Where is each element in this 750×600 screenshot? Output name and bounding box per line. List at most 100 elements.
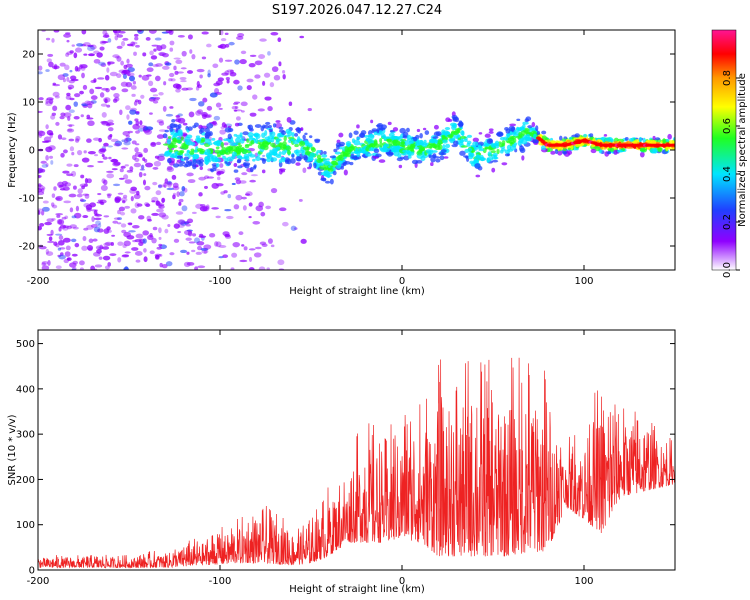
spectrogram-cell (69, 224, 77, 229)
spectrogram-cell (57, 74, 66, 81)
spectrogram-cell (248, 202, 253, 207)
spectrogram-cell (278, 61, 282, 67)
spectrogram-cell (133, 100, 138, 106)
spectrogram-cell (187, 126, 193, 131)
spectrogram-cell (120, 81, 128, 87)
spectrogram-cell (270, 187, 278, 194)
spectrogram-cell (282, 70, 286, 74)
spectrogram-cell (175, 59, 183, 65)
spectrogram-cell (311, 147, 316, 153)
spectrogram-cell (275, 146, 281, 150)
spectrogram-cell (83, 203, 91, 208)
spectrogram-cell (158, 51, 166, 56)
spectrogram-cell (316, 158, 324, 164)
spectrogram-cell (60, 112, 66, 117)
spectrogram-cell (106, 193, 112, 197)
spectrogram-cell (226, 161, 232, 166)
spectrogram-cell (525, 134, 531, 140)
spectrogram-cell (469, 160, 475, 164)
spectrogram-cell (198, 159, 205, 163)
spectrogram-cell (120, 165, 126, 169)
spectrogram-cell (103, 242, 111, 247)
spectrogram-cell (69, 69, 73, 73)
spectrogram-cell (334, 151, 341, 155)
spectrogram-cell (130, 186, 138, 192)
spectrogram-cell (87, 53, 95, 57)
spectrogram-cell (58, 240, 65, 246)
spectrogram-cell (70, 78, 79, 82)
spectrogram-cell (87, 103, 93, 109)
spectrogram-cell (215, 215, 221, 219)
spectrogram-cell (154, 37, 162, 41)
spectrogram-cell (224, 161, 228, 164)
spectrogram-cell (447, 118, 453, 122)
spectrogram-cell (134, 202, 140, 208)
spectrogram-cell (231, 151, 237, 157)
spectrogram-cell (76, 67, 81, 72)
spectrogram-cell (149, 250, 155, 255)
colorbar-tick-label: 0.0 (722, 262, 733, 278)
spectrogram-cell (55, 212, 64, 216)
spectrogram-cell (132, 80, 136, 85)
spectrogram-cell (387, 121, 392, 126)
spectrogram-cell (157, 155, 165, 162)
spectrogram-cell (73, 101, 78, 107)
spectrogram-cell (198, 192, 203, 197)
spectrogram-cell (180, 80, 187, 83)
spectrogram-cell (278, 161, 283, 168)
spectrogram-cell (508, 125, 516, 132)
spectrogram-cell (192, 154, 199, 160)
spectrogram-cell (97, 199, 104, 202)
spectrogram-cell (468, 154, 474, 160)
spectrogram-cell (101, 87, 109, 91)
spectrogram-cell (613, 149, 618, 155)
spectrogram-cell (38, 71, 43, 75)
spectrogram-cell (124, 164, 129, 167)
spectrogram-cell (150, 55, 158, 60)
spectrogram-cell (191, 211, 197, 215)
spectrogram-cell (181, 205, 188, 212)
spectrogram-cell (295, 151, 300, 156)
spectrogram-cell (161, 214, 169, 220)
spectrogram-cell (264, 130, 268, 136)
spectrogram-cell (164, 178, 168, 184)
spectrogram-cell (161, 197, 165, 204)
spectrogram-cell (264, 96, 272, 101)
spectrogram-cell (140, 94, 145, 99)
y-tick-label: 100 (16, 520, 35, 531)
spectrogram-cell (268, 124, 272, 129)
spectrogram-cell (61, 137, 67, 141)
spectrogram-cell (236, 159, 241, 164)
spectrogram-cell (336, 144, 340, 150)
spectrogram-cell (190, 141, 196, 146)
spectrogram-cell (198, 101, 205, 107)
spectrogram-cell (272, 148, 279, 153)
spectrogram-cell (467, 147, 472, 153)
spectrogram-cell (249, 112, 257, 117)
spectrogram-cell (38, 130, 44, 134)
spectrogram-cell (166, 187, 175, 191)
spectrogram-cell (93, 58, 101, 64)
spectrogram-cell (207, 69, 211, 76)
y-tick-label: 500 (16, 339, 35, 350)
spectrogram-cell (498, 143, 504, 148)
spectrogram-cell (324, 180, 331, 184)
spectrogram-cell (45, 146, 53, 153)
spectrogram-cell (348, 132, 353, 139)
spectrogram-cell (209, 168, 217, 172)
spectrogram-cell (155, 190, 162, 196)
spectrogram-cell (667, 133, 672, 140)
spectrogram-cell (339, 156, 344, 161)
spectrogram-cell (144, 185, 151, 191)
spectrogram-cell (211, 137, 216, 141)
spectrogram-cell (134, 36, 139, 41)
spectrogram-cell (175, 83, 182, 90)
spectrogram-cell (297, 127, 302, 134)
spectrogram-cell (169, 127, 174, 132)
spectrogram-cell (114, 32, 120, 36)
spectrogram-cell (125, 105, 131, 111)
spectrogram-cell (122, 200, 126, 204)
spectrogram-cell (122, 267, 130, 270)
spectrogram-cell (532, 139, 539, 144)
